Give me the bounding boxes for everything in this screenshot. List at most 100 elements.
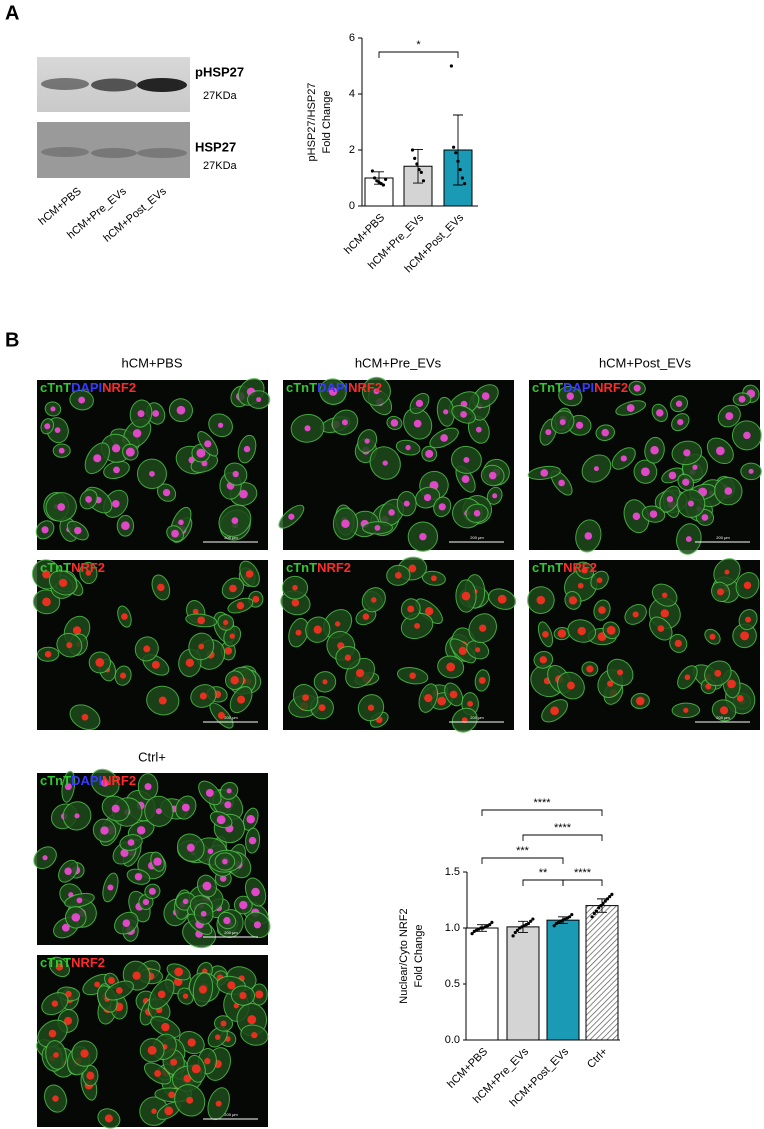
- nucleus: [42, 855, 48, 861]
- nucleus: [220, 875, 227, 882]
- channel: cTnT: [40, 560, 71, 575]
- nucleus: [42, 597, 51, 607]
- nucleus: [724, 569, 730, 575]
- panel-label: B: [5, 329, 19, 351]
- nucleus: [81, 713, 89, 721]
- data-point: [515, 928, 520, 932]
- channel: cTnT: [286, 380, 317, 395]
- nucleus: [328, 387, 338, 396]
- data-point: [421, 179, 426, 183]
- nucleus: [226, 788, 232, 794]
- nucleus: [187, 1038, 196, 1047]
- nucleus: [446, 662, 456, 672]
- nucleus: [334, 621, 341, 627]
- nucleus: [162, 488, 171, 497]
- nucleus: [48, 1029, 57, 1038]
- nucleus: [63, 1016, 73, 1025]
- nucleus: [705, 683, 712, 690]
- nucleus: [116, 987, 123, 994]
- nucleus: [137, 410, 145, 418]
- nucleus: [322, 679, 328, 685]
- channel: DAPI: [317, 380, 348, 395]
- channel: DAPI: [71, 773, 102, 788]
- significance-bracket: [522, 879, 564, 886]
- data-point: [488, 923, 492, 927]
- scale-bar-label: 200 μm: [716, 535, 730, 540]
- nucleus: [64, 783, 72, 791]
- significance-label: *: [416, 39, 421, 51]
- nucleus: [724, 487, 733, 495]
- data-point: [384, 177, 388, 181]
- blot-protein: HSP27: [195, 139, 236, 154]
- nucleus: [157, 990, 166, 999]
- data-point: [490, 920, 494, 925]
- nucleus: [437, 696, 447, 706]
- nucleus: [601, 428, 610, 437]
- nucleus: [394, 571, 402, 579]
- nucleus: [692, 464, 698, 470]
- nucleus: [292, 584, 298, 591]
- nucleus: [478, 676, 486, 684]
- nucleus: [295, 629, 302, 636]
- nucleus: [168, 1091, 175, 1099]
- nucleus: [727, 679, 736, 689]
- nucleus: [748, 468, 754, 474]
- data-point: [590, 915, 594, 919]
- nucleus: [170, 1058, 178, 1066]
- panel-label: A: [5, 2, 19, 24]
- nucleus: [575, 421, 584, 429]
- nucleus: [44, 650, 52, 658]
- nucleus: [584, 532, 593, 540]
- channel-label: cTnTDAPINRF2: [40, 773, 136, 788]
- nucleus: [229, 584, 237, 593]
- nucleus: [142, 898, 150, 906]
- nucleus: [57, 503, 66, 511]
- nucleus: [475, 426, 482, 433]
- nucleus: [239, 991, 247, 1000]
- nucleus: [143, 645, 151, 653]
- nucleus: [207, 848, 214, 855]
- nucleus: [540, 469, 549, 477]
- nucleus: [155, 808, 162, 815]
- significance-label: ****: [574, 867, 592, 879]
- bar: [465, 927, 499, 1041]
- nucleus: [120, 848, 129, 858]
- channel: NRF2: [348, 380, 382, 395]
- nucleus: [650, 445, 659, 455]
- nucleus: [725, 412, 734, 421]
- nucleus: [364, 438, 370, 444]
- nucleus: [640, 467, 650, 477]
- micrograph: 200 μm cTnTNRF2: [280, 556, 517, 733]
- channel: NRF2: [563, 560, 597, 575]
- nucleus: [127, 839, 135, 846]
- channel-label: cTnTDAPINRF2: [532, 380, 628, 395]
- y-tick-label: 4: [349, 88, 355, 100]
- channel-label: cTnTNRF2: [40, 560, 105, 575]
- nucleus: [157, 583, 165, 592]
- nucleus: [373, 388, 380, 395]
- channel: cTnT: [40, 773, 71, 788]
- blot-band: [91, 148, 137, 158]
- micrograph: 200 μm cTnTNRF2: [36, 955, 269, 1129]
- nucleus: [185, 658, 195, 667]
- nucleus: [186, 1096, 194, 1104]
- nucleus: [95, 658, 105, 667]
- nucleus: [415, 399, 424, 408]
- nucleus: [701, 514, 709, 521]
- significance-label: ****: [554, 822, 572, 834]
- nucleus: [736, 695, 744, 702]
- nucleus: [550, 706, 559, 716]
- bar: [546, 919, 580, 1041]
- blot-band: [41, 78, 89, 90]
- nucleus: [86, 1071, 95, 1080]
- nucleus: [149, 470, 155, 477]
- nucleus: [251, 887, 260, 897]
- channel-label: cTnTNRF2: [532, 560, 597, 575]
- nucleus: [568, 596, 578, 605]
- scale-bar-label: 200 μm: [224, 930, 238, 935]
- channel: cTnT: [532, 380, 563, 395]
- blot-band: [137, 148, 187, 158]
- nucleus: [288, 513, 295, 520]
- nucleus: [161, 1022, 170, 1032]
- nucleus: [577, 626, 586, 636]
